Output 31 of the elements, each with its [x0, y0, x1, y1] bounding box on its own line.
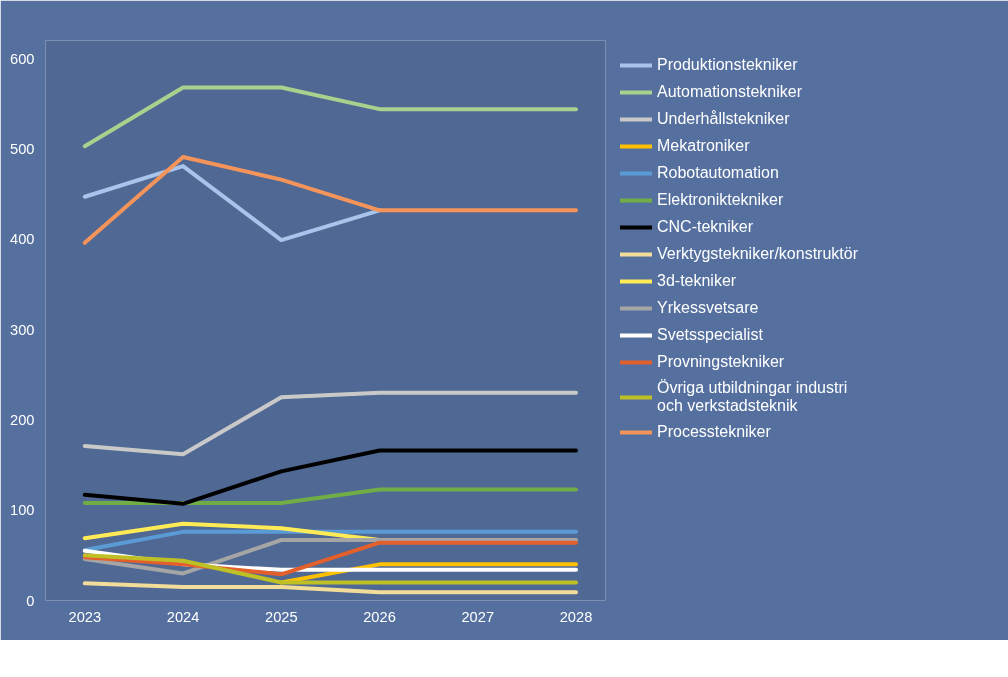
- y-tick-label: 300: [10, 321, 35, 338]
- y-tick-label: 0: [26, 592, 35, 609]
- x-tick-label: 2023: [68, 608, 102, 625]
- legend-label: 3d-tekniker: [657, 272, 737, 290]
- legend-label: Övriga utbildningar industri och verkstadsteknik: [657, 379, 848, 415]
- y-tick-label: 100: [10, 502, 35, 519]
- legend-label: CNC-tekniker: [657, 218, 754, 236]
- y-tick-label: 500: [10, 140, 35, 157]
- legend-label: Processtekniker: [657, 423, 771, 441]
- line-series: [82, 448, 579, 506]
- y-tick-label: 400: [10, 231, 35, 248]
- legend-label: Robotautomation: [657, 164, 779, 182]
- x-tick-label: 2027: [461, 608, 495, 625]
- line-series: [82, 155, 579, 245]
- x-tick-label: 2028: [559, 608, 593, 625]
- legend-label: Elektroniktekniker: [657, 191, 784, 209]
- y-tick-label: 600: [10, 50, 35, 67]
- y-tick-label: 200: [10, 411, 35, 428]
- legend-label: Provningstekniker: [657, 353, 785, 371]
- legend-label: Underhållstekniker: [657, 110, 790, 128]
- x-tick-label: 2026: [363, 608, 396, 625]
- legend-label: Verktygstekniker/konstruktör: [657, 245, 858, 263]
- legend-label: Automationstekniker: [657, 83, 802, 101]
- x-tick-label: 2024: [166, 608, 200, 625]
- line-series: [82, 164, 382, 243]
- x-tick-label: 2025: [264, 608, 298, 625]
- line-series: [82, 390, 579, 457]
- legend-label: Produktionstekniker: [657, 56, 798, 74]
- legend-label: Svetsspecialist: [657, 326, 763, 344]
- legend-label: Mekatroniker: [657, 137, 750, 155]
- legend-label: Yrkessvetsare: [657, 299, 759, 317]
